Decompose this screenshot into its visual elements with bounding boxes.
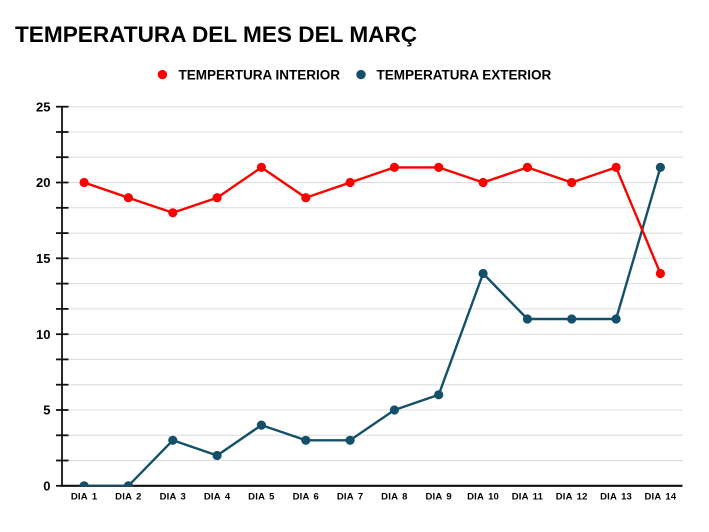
svg-text:TEMPERTURA INTERIOR: TEMPERTURA INTERIOR (179, 68, 341, 83)
svg-text:DIA 8: DIA 8 (381, 492, 407, 503)
svg-text:20: 20 (36, 175, 50, 190)
svg-text:10: 10 (36, 327, 50, 342)
svg-text:DIA 5: DIA 5 (248, 492, 275, 503)
svg-text:0: 0 (43, 478, 50, 493)
svg-text:15: 15 (36, 251, 50, 266)
svg-text:DIA 9: DIA 9 (425, 492, 451, 503)
svg-text:DIA 10: DIA 10 (467, 492, 499, 503)
svg-text:5: 5 (43, 403, 50, 418)
svg-text:DIA 2: DIA 2 (115, 492, 141, 503)
svg-text:DIA 6: DIA 6 (293, 492, 319, 503)
svg-text:25: 25 (36, 99, 50, 114)
svg-text:DIA 11: DIA 11 (512, 492, 544, 503)
svg-text:DIA 12: DIA 12 (556, 492, 588, 503)
svg-text:DIA 14: DIA 14 (644, 492, 676, 503)
svg-text:DIA 7: DIA 7 (337, 492, 363, 503)
svg-text:DIA 13: DIA 13 (600, 492, 632, 503)
svg-text:DIA 3: DIA 3 (160, 492, 186, 503)
svg-text:TEMPERATURA EXTERIOR: TEMPERATURA EXTERIOR (377, 68, 552, 83)
svg-text:DIA 1: DIA 1 (71, 492, 98, 503)
svg-text:DIA 4: DIA 4 (204, 492, 231, 503)
svg-text:TEMPERATURA DEL MES DEL MARÇ: TEMPERATURA DEL MES DEL MARÇ (15, 22, 417, 47)
